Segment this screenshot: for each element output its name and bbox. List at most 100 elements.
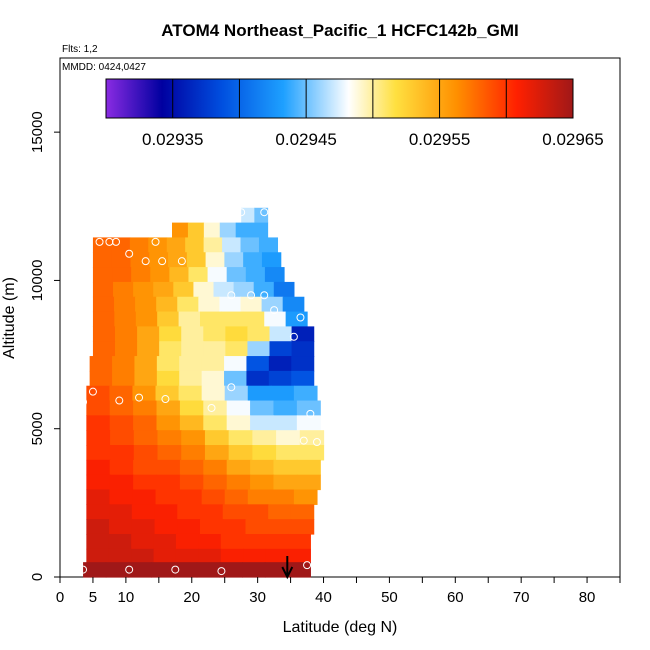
- heatmap-cell: [269, 326, 293, 342]
- heatmap-cell: [181, 445, 206, 461]
- heatmap-cell: [201, 385, 226, 402]
- sample-point: [79, 398, 88, 407]
- heatmap-cell: [261, 296, 284, 313]
- location-arrow: [281, 556, 294, 580]
- heatmap-cell: [242, 311, 265, 327]
- sample-point: [270, 306, 279, 315]
- heatmap-cell: [153, 548, 177, 565]
- heatmap-cell: [114, 311, 137, 327]
- heatmap-cell: [276, 430, 301, 446]
- heatmap-cell: [111, 252, 132, 268]
- heatmap-cell: [203, 459, 228, 476]
- heatmap-cell: [187, 222, 205, 239]
- heatmap-cell: [282, 296, 305, 313]
- heatmap-cell: [137, 341, 160, 357]
- heatmap-cell: [185, 237, 205, 253]
- heatmap-cell: [153, 533, 177, 550]
- heatmap-cell: [253, 281, 275, 298]
- heatmap-cell: [173, 281, 195, 298]
- heatmap-cell: [198, 533, 222, 550]
- sample-point: [207, 403, 216, 412]
- heatmap-cell: [250, 474, 275, 491]
- heatmap-cell: [213, 281, 235, 298]
- heatmap-cell: [115, 341, 138, 357]
- heatmap-cell: [112, 267, 132, 283]
- heatmap-cell: [198, 296, 221, 313]
- heatmap-cell: [226, 415, 251, 431]
- heatmap-cell: [92, 326, 116, 342]
- heatmap-cell: [252, 430, 277, 446]
- heatmap-cell: [179, 370, 203, 387]
- heatmap-cell: [188, 267, 209, 283]
- sample-point: [125, 249, 134, 258]
- x-tick-label: 40: [315, 589, 332, 606]
- heatmap-cell: [220, 533, 244, 550]
- sample-point: [247, 291, 256, 300]
- heatmap-cell: [226, 459, 251, 476]
- heatmap-cell: [269, 341, 293, 357]
- heatmap-cell: [261, 252, 282, 268]
- heatmap-cell: [203, 474, 228, 491]
- heatmap-cell: [159, 341, 182, 357]
- heatmap-cell: [114, 296, 136, 313]
- heatmap-cell: [235, 222, 253, 239]
- heatmap-cell: [86, 533, 110, 550]
- heatmap-cell: [200, 519, 224, 535]
- heatmap-cell: [86, 445, 111, 461]
- heatmap-cell: [168, 252, 188, 268]
- sample-point: [88, 387, 97, 396]
- heatmap-cell: [203, 237, 223, 253]
- heatmap-cell: [109, 489, 134, 505]
- sample-point: [217, 567, 226, 576]
- sample-points: [79, 208, 321, 576]
- sample-point: [95, 237, 104, 246]
- arrow-head: [281, 566, 294, 580]
- heatmap-cell: [219, 562, 243, 578]
- heatmap-cell: [220, 548, 244, 565]
- y-axis-label: Altitude (m): [1, 277, 18, 359]
- sample-point: [141, 257, 150, 266]
- y-tick-label: 0: [29, 573, 46, 581]
- heatmap-cell: [115, 326, 138, 342]
- heatmap-cell: [222, 237, 242, 253]
- sample-point: [171, 565, 180, 574]
- sample-point: [158, 257, 167, 266]
- heatmap-cell: [166, 237, 186, 253]
- heatmap-cell: [203, 341, 226, 357]
- heatmap-cell: [113, 281, 134, 298]
- heatmap-cell: [264, 562, 289, 578]
- heatmap-cell: [156, 459, 181, 476]
- heatmap-cell: [226, 400, 251, 416]
- heatmap-cell: [201, 370, 225, 387]
- sample-point: [161, 395, 170, 404]
- heatmap-cell: [177, 296, 199, 313]
- plot-frame: [59, 57, 621, 578]
- heatmap-cell: [92, 267, 113, 283]
- heatmap-cell: [177, 504, 201, 520]
- heatmap-cell: [251, 222, 269, 239]
- heatmap-cell: [86, 489, 111, 505]
- chart-title: ATOM4 Northeast_Pacific_1 HCFC142b_GMI: [161, 21, 518, 40]
- heatmap-cell: [109, 519, 133, 535]
- heatmap-cell: [86, 474, 111, 491]
- heatmap-cell: [110, 445, 135, 461]
- heatmap-cell: [137, 326, 160, 342]
- heatmap-cell: [270, 385, 295, 402]
- heatmap-cell: [224, 370, 248, 387]
- heatmap-cell: [264, 311, 287, 327]
- heatmap-cell: [243, 533, 267, 550]
- heatmap-cell: [86, 459, 111, 476]
- heatmap-cell: [196, 562, 221, 578]
- heatmap-cell: [159, 326, 182, 342]
- heatmap-cell: [268, 519, 292, 535]
- heatmap-cell: [86, 430, 111, 446]
- heatmap-cell: [270, 489, 295, 505]
- heatmap-cell: [86, 519, 110, 535]
- heatmap-cell: [224, 252, 244, 268]
- heatmap-cell: [265, 548, 289, 565]
- heatmap-cell: [250, 459, 275, 476]
- heatmap-cell: [128, 562, 152, 578]
- heatmap-cell: [92, 341, 116, 357]
- heatmap-cell: [273, 474, 298, 491]
- sample-point: [151, 237, 160, 246]
